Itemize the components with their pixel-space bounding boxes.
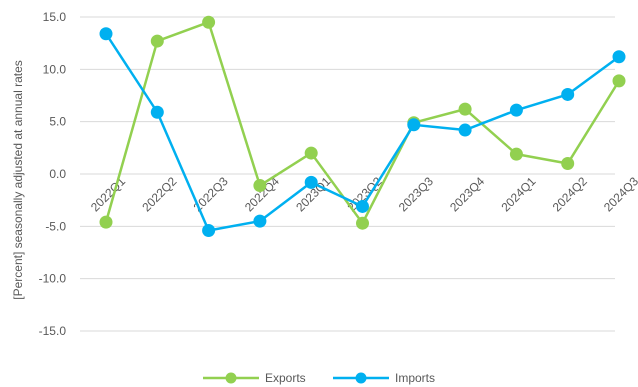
data-point bbox=[561, 157, 575, 171]
y-tick-label: -10.0 bbox=[39, 272, 67, 286]
legend-marker bbox=[225, 372, 237, 384]
data-point bbox=[458, 123, 472, 137]
data-point bbox=[458, 102, 472, 116]
gridlines bbox=[80, 16, 615, 332]
data-point bbox=[150, 34, 164, 48]
data-point bbox=[150, 105, 164, 119]
data-point bbox=[509, 103, 523, 117]
x-tick-label: 2022Q3 bbox=[191, 174, 231, 214]
y-axis-ticks: 15.0 10.0 5.0 0.0 -5.0 -10.0 -15.0 bbox=[39, 10, 67, 338]
x-tick-label: 2022Q2 bbox=[139, 174, 179, 214]
y-tick-label: -15.0 bbox=[39, 324, 67, 338]
data-point bbox=[304, 175, 318, 189]
legend-item-imports: Imports bbox=[333, 371, 435, 385]
y-tick-label: -5.0 bbox=[45, 219, 66, 233]
x-tick-label: 2024Q2 bbox=[550, 174, 590, 214]
series-group bbox=[99, 15, 626, 238]
x-tick-label: 2023Q3 bbox=[396, 174, 436, 214]
series-exports bbox=[99, 15, 626, 230]
data-point bbox=[509, 147, 523, 161]
y-tick-label: 5.0 bbox=[49, 115, 66, 129]
data-point bbox=[202, 15, 216, 29]
data-point bbox=[202, 224, 216, 238]
data-point bbox=[99, 27, 113, 41]
x-tick-label: 2024Q1 bbox=[498, 174, 538, 214]
x-tick-label: 2024Q3 bbox=[601, 174, 638, 214]
x-tick-label: 2022Q1 bbox=[88, 174, 128, 214]
legend: Exports Imports bbox=[203, 371, 435, 385]
y-tick-label: 10.0 bbox=[43, 62, 67, 76]
data-point bbox=[356, 199, 369, 213]
data-point bbox=[407, 118, 421, 132]
legend-marker bbox=[355, 372, 367, 384]
legend-label: Exports bbox=[265, 371, 306, 385]
series-imports bbox=[99, 27, 626, 238]
data-point bbox=[612, 50, 626, 64]
data-point bbox=[253, 179, 267, 193]
data-point bbox=[253, 214, 267, 228]
data-point bbox=[612, 74, 626, 88]
data-point bbox=[99, 215, 113, 229]
y-tick-label: 0.0 bbox=[49, 167, 66, 181]
data-point bbox=[356, 216, 369, 230]
legend-label: Imports bbox=[395, 371, 435, 385]
x-tick-label: 2023Q4 bbox=[447, 174, 487, 214]
y-tick-label: 15.0 bbox=[43, 10, 67, 24]
data-point bbox=[561, 87, 575, 101]
data-point bbox=[304, 146, 318, 160]
y-axis-label: [Percent] seasonally adjusted at annual … bbox=[11, 60, 25, 299]
legend-item-exports: Exports bbox=[203, 371, 306, 385]
